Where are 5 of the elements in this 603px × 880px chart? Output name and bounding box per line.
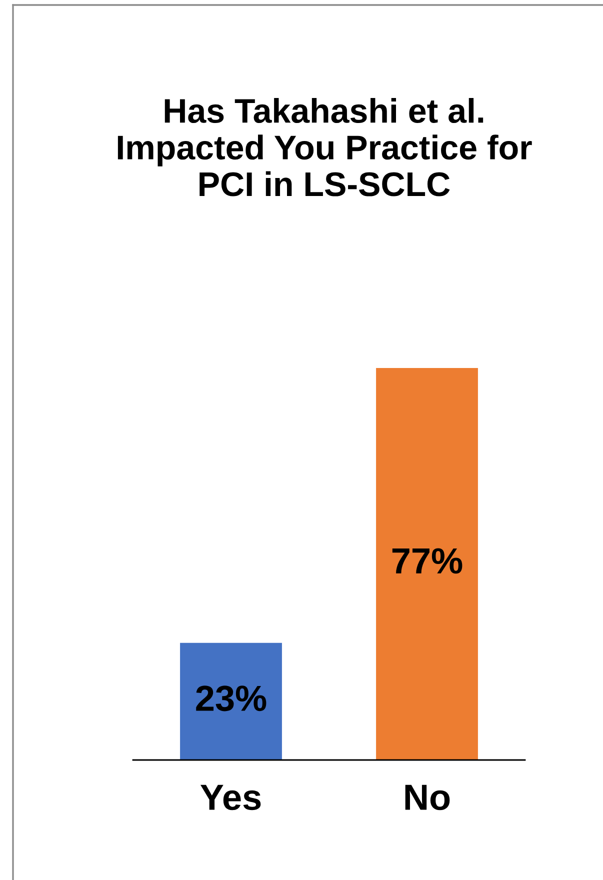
x-tick-label: Yes	[200, 784, 261, 810]
chart-title: Has Takahashi et al. Impacted You Practice for PCI in LS-SCLC	[118, 98, 532, 196]
data-label: 77%	[392, 548, 462, 574]
data-label: 23%	[196, 686, 266, 712]
x-tick-label: No	[405, 784, 450, 810]
